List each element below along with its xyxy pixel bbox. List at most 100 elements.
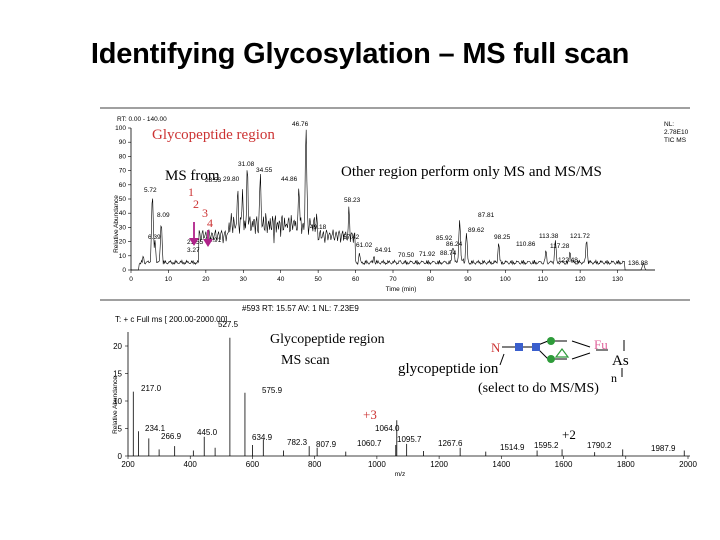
peak-label: 1595.2 <box>534 441 559 450</box>
glycan-structure: N Fu As n <box>491 337 629 385</box>
peak-label: 1987.9 <box>651 444 676 453</box>
chromatogram-panel: RT: 0.00 - 140.00 NL: 2.78E10 TIC MS Rel… <box>100 107 690 293</box>
spectrum-filter: T: + c Full ms [ 200.00-2000.00] <box>115 315 227 324</box>
x-tick-label: 800 <box>308 460 322 469</box>
x-tick-label: 200 <box>121 460 135 469</box>
spectrum-x-axis-label: m/z <box>395 471 405 478</box>
peak-label: 1514.9 <box>500 443 525 452</box>
x-tick-label: 1800 <box>617 460 635 469</box>
peak-label: 28.53 <box>205 177 222 184</box>
y-tick-label: 5 <box>118 425 123 434</box>
peak-label: 23.91 <box>205 237 222 244</box>
peak-label: 136.88 <box>628 260 648 267</box>
peak-label: 1095.7 <box>397 435 422 444</box>
glycopeptide-ion-label: glycopeptide ion <box>398 361 499 377</box>
peak-label: 64.91 <box>375 247 392 254</box>
peak-label: 113.38 <box>539 233 559 240</box>
peak-label: 121.72 <box>570 233 590 240</box>
peak-label: 34.55 <box>256 167 273 174</box>
spectrum-scan-info: #593 RT: 15.57 AV: 1 NL: 7.23E9 <box>242 304 359 313</box>
glycan-bond <box>571 352 591 360</box>
peak-label: 445.0 <box>197 428 218 437</box>
x-tick-label: 90 <box>464 276 472 283</box>
arrow-down-icon <box>203 230 213 247</box>
x-tick-label: 400 <box>184 460 198 469</box>
spectrum-panel: #593 RT: 15.57 AV: 1 NL: 7.23E9 T: + c F… <box>100 299 697 478</box>
y-tick-label: 50 <box>119 196 127 203</box>
chromatogram-x-axis-label: Time (min) <box>386 286 417 293</box>
peak-label: 5.72 <box>144 187 157 194</box>
other-region-label: Other region perform only MS and MS/MS <box>341 164 602 180</box>
x-tick-label: 120 <box>575 276 586 283</box>
repeat-n-label: n <box>611 371 617 385</box>
peak-label: 98.25 <box>494 234 511 241</box>
peak-label: 1790.2 <box>587 441 612 450</box>
peak-label: 807.9 <box>316 440 337 449</box>
chromatogram-nl-value: 2.78E10 <box>664 129 689 136</box>
peak-label: 71.92 <box>419 251 436 258</box>
fucose-label: Fu <box>594 337 608 352</box>
peak-label: 234.1 <box>145 424 166 433</box>
peak-label: 634.9 <box>252 433 273 442</box>
peak-label: 88.74 <box>440 250 457 257</box>
spectrum-x-ticks: 200 400 600 800 1000 1200 1400 1600 1800 2000 <box>121 456 697 469</box>
ms-from-label: MS from <box>165 168 220 184</box>
arrow-down-icon <box>189 222 199 246</box>
charge-2-label: +2 <box>562 427 576 442</box>
peak-label: 1060.7 <box>357 439 382 448</box>
peak-label: 57.42 <box>343 234 360 241</box>
peak-label: 31.08 <box>238 161 255 168</box>
hexose-circle-icon <box>547 337 555 345</box>
x-tick-label: 130 <box>612 276 623 283</box>
peak-label: 117.28 <box>550 243 570 250</box>
y-tick-label: 15 <box>113 370 122 379</box>
x-tick-label: 100 <box>500 276 511 283</box>
x-tick-label: 70 <box>389 276 397 283</box>
chromatogram-trace <box>131 129 655 271</box>
peak-label: 1064.0 <box>375 424 400 433</box>
peak-label: 782.3 <box>287 438 308 447</box>
peak-label: 110.86 <box>516 241 536 248</box>
spectrum-glycopeptide-region-label: Glycopeptide region <box>270 332 385 347</box>
peak-label: 89.62 <box>468 227 485 234</box>
chromatogram-y-axis-label: Relative Abundance <box>113 195 120 253</box>
x-tick-label: 20 <box>202 276 210 283</box>
y-tick-label: 40 <box>119 210 127 217</box>
y-tick-label: 20 <box>113 342 122 351</box>
y-tick-label: 20 <box>119 239 127 246</box>
peak-label: 44.86 <box>281 176 298 183</box>
fucose-triangle-icon <box>554 348 570 358</box>
x-tick-label: 10 <box>165 276 173 283</box>
chromatogram-nl-label: NL: <box>664 121 674 128</box>
spectrum-peak-labels: 527.5 217.0 575.9 234.1 266.9 445.0 634.… <box>141 320 676 453</box>
spectrum-y-ticks: 20 15 10 5 0 <box>113 342 128 461</box>
peak-label: 70.50 <box>398 252 415 259</box>
marker-4: 4 <box>207 216 213 230</box>
sialic-acid-label: As <box>612 353 629 369</box>
x-tick-label: 40 <box>277 276 285 283</box>
peak-label: 6.39 <box>148 234 161 241</box>
chromatogram-x-ticks: 0 10 20 30 40 50 60 70 80 90 100 110 120 130 <box>129 270 623 283</box>
x-tick-label: 60 <box>352 276 360 283</box>
x-tick-label: 2000 <box>679 460 697 469</box>
hexnac-square-icon <box>515 343 523 351</box>
x-tick-label: 1400 <box>492 460 510 469</box>
marker-1: 1 <box>188 185 194 199</box>
x-tick-label: 80 <box>427 276 435 283</box>
peak-label: 266.9 <box>161 432 182 441</box>
y-tick-label: 10 <box>119 253 127 260</box>
peak-label: 85.92 <box>436 235 453 242</box>
y-tick-label: 100 <box>115 125 126 132</box>
peak-label: 46.76 <box>292 121 309 128</box>
hexnac-square-icon <box>532 343 540 351</box>
peak-label: 87.81 <box>478 212 495 219</box>
x-tick-label: 0 <box>129 276 133 283</box>
y-tick-label: 70 <box>119 168 127 175</box>
select-ms-ms-label: (select to do MS/MS) <box>478 381 599 396</box>
peak-label: 86.24 <box>446 241 463 248</box>
peak-label: 575.9 <box>262 386 283 395</box>
y-tick-label: 90 <box>119 139 127 146</box>
asparagine-label: N <box>491 340 501 355</box>
